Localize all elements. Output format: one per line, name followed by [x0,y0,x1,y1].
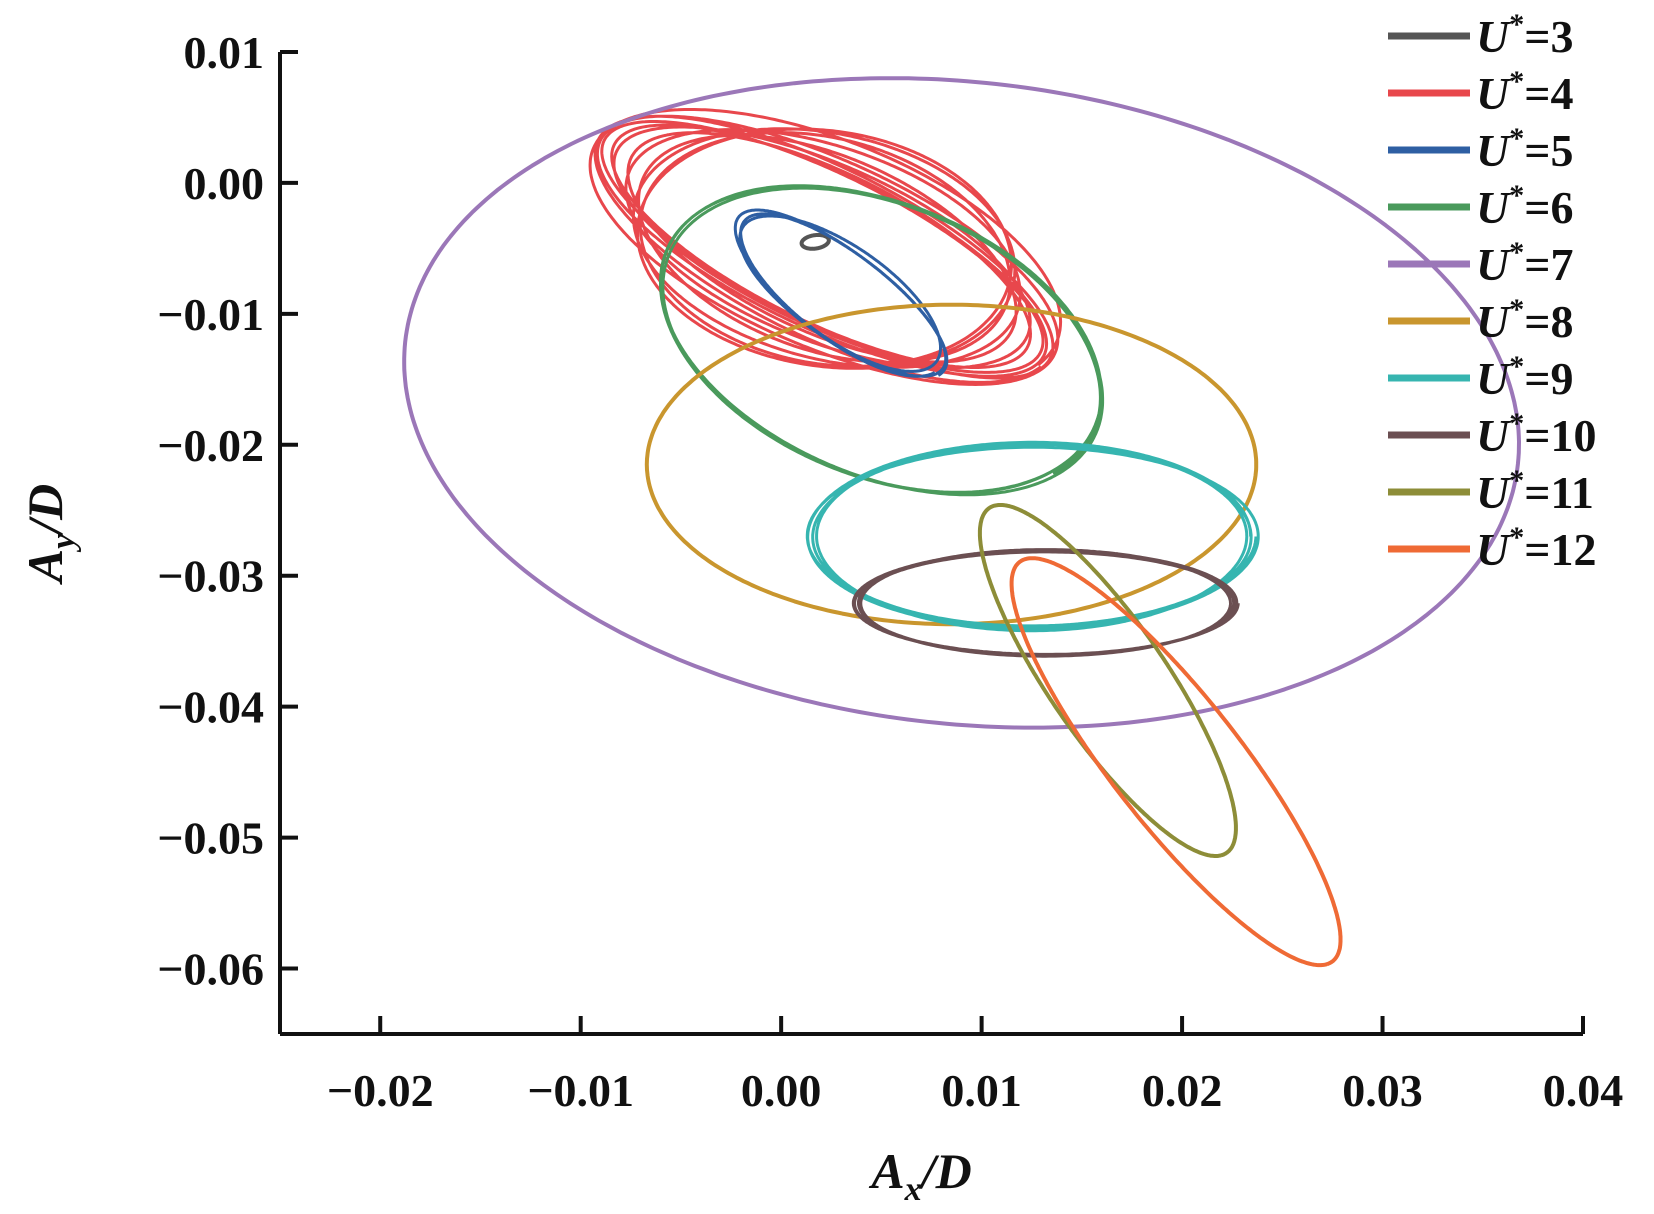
orbit-series-5 [402,76,1521,730]
orbit-layer [402,76,1521,968]
x-tick-label: 0.00 [741,1065,822,1116]
orbit-series-7 [805,440,1260,633]
tick-layer: −0.02 −0.01 0.00 0.01 0.02 0.03 0.04 0.01 0.00 −0… [157,27,1623,1116]
orbit-series-6 [644,302,1259,627]
legend-label-5: U*=7 [1476,236,1573,290]
y-tick-label: −0.01 [157,289,264,340]
x-tick-label: 0.01 [941,1065,1022,1116]
x-tick-label: −0.02 [327,1065,434,1116]
orbit-series-2 [588,108,1063,386]
y-tick-label: −0.03 [157,551,264,602]
legend-label-10: U*=12 [1476,521,1596,575]
orbit-series-8 [851,548,1240,658]
x-tick-label: 0.03 [1342,1065,1423,1116]
legend-label-9: U*=11 [1476,464,1594,518]
legend-label-6: U*=8 [1476,293,1573,347]
y-tick-label: −0.04 [157,682,264,733]
legend: U*=3U*=4U*=5U*=6U*=7U*=8U*=9U*=10U*=11U*… [1388,8,1596,575]
legend-label-2: U*=4 [1476,65,1573,119]
legend-label-8: U*=10 [1476,407,1596,461]
legend-label-4: U*=6 [1476,179,1573,233]
orbit-series-10 [1009,556,1343,968]
axis-titles: Ax/D Ay/D [17,484,972,1208]
orbit-series-3 [733,208,949,378]
x-tick-label: 0.04 [1543,1065,1624,1116]
y-axis-title: Ay/D [17,484,82,585]
orbit-series-1 [799,232,831,251]
axes [278,52,1583,1036]
x-axis-title: Ax/D [868,1143,971,1208]
y-tick-label: −0.05 [157,813,264,864]
legend-label-3: U*=5 [1476,122,1573,176]
y-tick-label: −0.06 [157,944,264,995]
y-tick-label: −0.02 [157,420,264,471]
y-tick-label: 0.00 [184,158,265,209]
legend-label-7: U*=9 [1476,350,1573,404]
y-tick-label: 0.01 [184,27,265,78]
x-tick-label: −0.01 [527,1065,634,1116]
orbit-series-4 [659,184,1105,497]
legend-label-1: U*=3 [1476,8,1573,62]
x-tick-label: 0.02 [1142,1065,1223,1116]
orbit-series-9 [977,503,1238,858]
